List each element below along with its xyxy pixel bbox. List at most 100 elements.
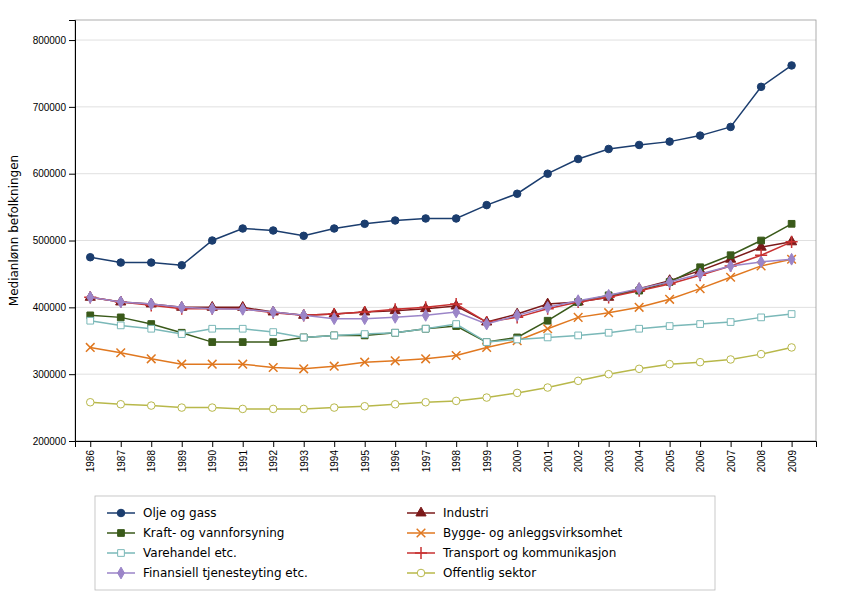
tick: 1998 (451, 441, 462, 472)
point (209, 303, 216, 315)
point (452, 215, 460, 223)
tick-mark (69, 107, 75, 108)
point (86, 398, 94, 406)
point (178, 261, 186, 269)
point (574, 155, 582, 163)
point (117, 259, 125, 267)
point (208, 360, 217, 369)
tick-mark (517, 441, 518, 447)
series-group (84, 62, 797, 413)
tick-label: 1998 (451, 450, 462, 473)
point (117, 400, 125, 408)
grid-line (75, 173, 816, 174)
legend-marker (415, 547, 427, 559)
legend-label: Bygge- og anleggsvirksomhet (443, 526, 623, 540)
legend: Olje og gassIndustriKraft- og vannforsyn… (95, 496, 715, 590)
point (270, 306, 277, 318)
legend-item: Bygge- og anleggsvirksomhet (407, 526, 623, 540)
tick-mark (273, 441, 274, 447)
legend-item: Transport og kommunikasjon (407, 546, 616, 560)
tick: 200000 (33, 436, 75, 447)
y-axis-title: Medianlønn befolkningen (7, 155, 21, 306)
tick: 2003 (604, 441, 615, 472)
point (514, 336, 521, 343)
point (392, 311, 399, 323)
point (727, 123, 735, 131)
tick-mark (426, 441, 427, 447)
tick: 1987 (116, 441, 127, 472)
point (788, 253, 795, 265)
point (239, 405, 247, 413)
point (361, 313, 368, 325)
tick-mark (761, 441, 762, 447)
series (87, 311, 795, 346)
point (421, 355, 430, 364)
legend-item: Varehandel etc. (107, 546, 237, 560)
tick: 2007 (726, 441, 737, 472)
legend-label: Industri (443, 506, 489, 520)
point (697, 268, 704, 280)
series (85, 236, 797, 325)
point (513, 336, 522, 345)
line (90, 242, 791, 322)
point (208, 237, 216, 245)
point (575, 332, 582, 339)
point (483, 339, 490, 346)
point (666, 138, 674, 146)
point (697, 321, 704, 328)
point (604, 308, 613, 317)
point (574, 377, 582, 385)
point (544, 317, 551, 324)
point (239, 225, 247, 233)
point (665, 295, 674, 304)
point (605, 289, 612, 301)
point (696, 132, 704, 140)
point (86, 253, 94, 261)
point (483, 318, 490, 330)
axis-line (69, 21, 76, 442)
tick-mark (121, 441, 122, 447)
point (636, 325, 643, 332)
line (90, 65, 791, 265)
point (758, 314, 765, 321)
tick-mark (69, 241, 75, 242)
legend-item: Industri (407, 506, 489, 520)
point (300, 334, 307, 341)
point (453, 321, 460, 328)
line (90, 259, 791, 369)
tick-mark (334, 441, 335, 447)
point (269, 227, 277, 235)
point (422, 215, 430, 223)
point (87, 317, 94, 324)
tick-label: 2007 (726, 450, 737, 473)
point (483, 339, 490, 346)
point (117, 322, 124, 329)
point (87, 291, 94, 303)
series (86, 62, 795, 269)
point (574, 313, 583, 322)
tick-label: 800000 (33, 35, 67, 46)
point (331, 332, 338, 339)
point (696, 358, 704, 366)
point (331, 332, 338, 339)
tick-label: 1990 (207, 450, 218, 473)
point (452, 397, 460, 405)
legend-item: Kraft- og vannforsyning (107, 526, 284, 540)
tick-label: 1996 (390, 450, 401, 473)
point (543, 324, 552, 333)
point (148, 325, 155, 332)
point (238, 360, 247, 369)
tick-mark (670, 441, 671, 447)
tick-mark (548, 441, 549, 447)
point (178, 331, 185, 338)
tick: 1989 (177, 441, 188, 472)
point (696, 284, 705, 293)
point (788, 344, 796, 352)
point (148, 298, 155, 310)
tick-label: 400000 (33, 302, 67, 313)
tick: 2005 (665, 441, 676, 472)
tick-mark (69, 374, 75, 375)
plot-area: 1986198719881989199019911992199319941995… (33, 20, 817, 472)
point (605, 370, 613, 378)
series (87, 253, 795, 330)
